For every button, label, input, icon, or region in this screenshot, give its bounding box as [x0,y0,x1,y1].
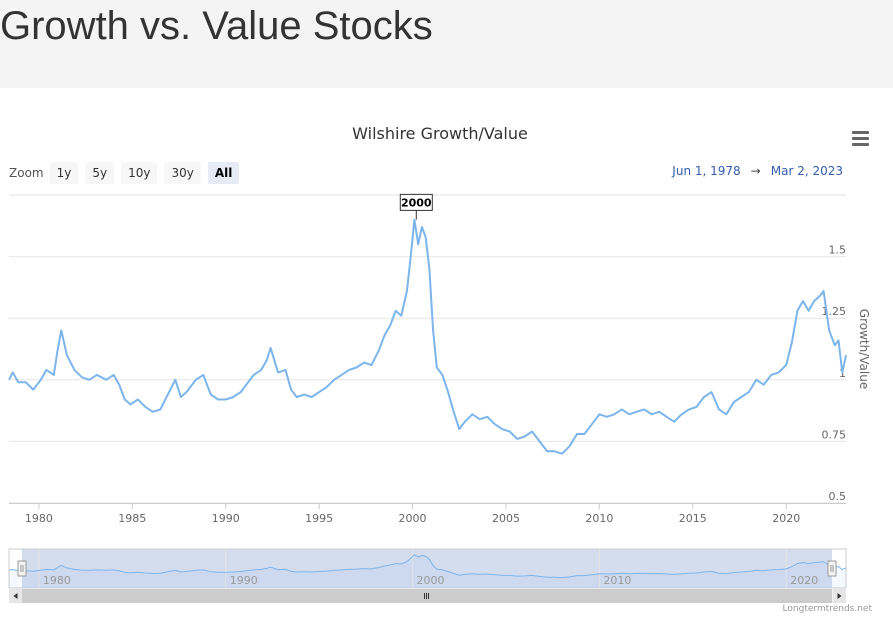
x-tick-label: 2020 [772,512,800,525]
date-range: Jun 1, 1978 → Mar 2, 2023 [672,164,843,178]
page-title: Growth vs. Value Stocks [0,4,433,48]
grid-lines [9,194,846,504]
series-line [8,218,847,455]
x-tick-label: 2010 [585,512,613,525]
x-axis-ticks: 1980 1985 1990 1995 2000 2005 2010 2015 2020 [9,503,846,525]
navigator-tick-label: 2010 [603,574,631,587]
zoom-button-30y[interactable]: 30y [164,162,201,184]
y-axis-label: Growth/Value [857,309,871,389]
x-tick-label: 2015 [679,512,707,525]
hamburger-menu-icon[interactable] [852,131,869,147]
zoom-button-all[interactable]: All [207,162,240,184]
navigator-series-area [9,554,846,588]
zoom-button-10y[interactable]: 10y [121,162,158,184]
annotation-label: 2000 [401,196,432,209]
zoom-label: Zoom [9,166,44,180]
navigator-tick-label: 2020 [790,574,818,587]
page-header: Growth vs. Value Stocks [0,0,893,88]
navigator-handle-left[interactable] [17,560,27,577]
navigator-series-line [8,553,847,579]
scroll-left-arrow-icon [13,593,18,599]
navigator-tick-label: 2000 [417,574,445,587]
navigator-mask[interactable] [22,549,832,588]
scroll-left-button[interactable] [9,589,22,603]
range-to[interactable]: Mar 2, 2023 [770,164,843,178]
annotation-box [399,193,433,211]
range-arrow-icon: → [750,164,761,178]
chart-title: Wilshire Growth/Value [352,124,528,143]
range-from[interactable]: Jun 1, 1978 [672,164,741,178]
x-tick-label: 2005 [492,512,520,525]
peak-annotation: 2000 [399,193,433,220]
x-tick-label: 1995 [305,512,333,525]
navigator-ticks: 1980 1990 2000 2010 2020 [43,574,818,587]
x-tick-label: 1980 [25,512,53,525]
zoom-button-5y[interactable]: 5y [85,162,115,184]
menu-bar-2 [852,137,869,140]
navigator-grid [38,549,787,588]
zoom-button-1y[interactable]: 1y [49,162,79,184]
credit-label: Longtermtrends.net [782,604,872,614]
navigator-handle-right[interactable] [827,560,837,577]
navigator-tick-label: 1990 [230,574,258,587]
scrollbar-grip-icon [424,593,429,599]
x-tick-label: 1990 [212,512,240,525]
y-tick-label: 0.75 [822,428,847,441]
scroll-right-button[interactable] [833,589,846,603]
y-tick-label: 0.5 [829,490,847,503]
menu-bar-3 [852,143,869,146]
y-tick-label: 1.5 [829,244,847,257]
scroll-right-arrow-icon [837,593,842,599]
zoom-selector: Zoom 1y 5y 10y 30y All [9,162,246,184]
navigator-tick-label: 1980 [43,574,71,587]
x-tick-label: 2000 [399,512,427,525]
x-tick-label: 1985 [118,512,146,525]
menu-bar-1 [852,131,869,134]
